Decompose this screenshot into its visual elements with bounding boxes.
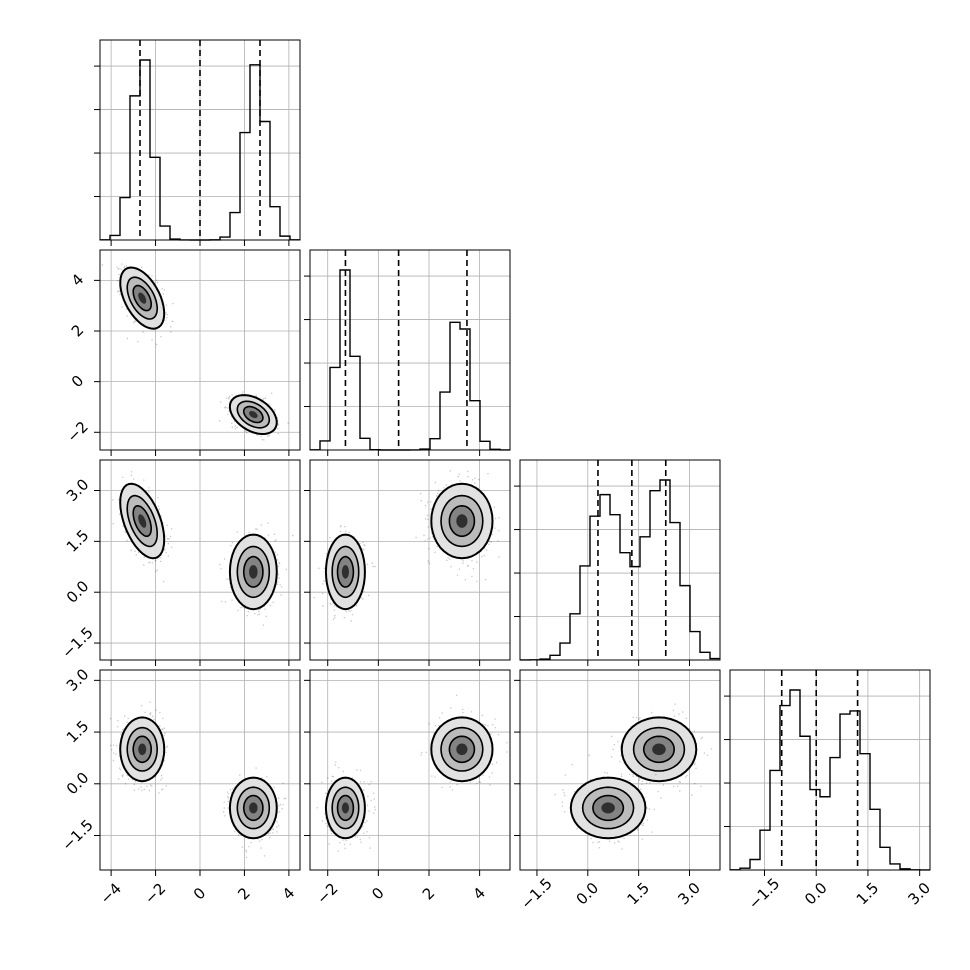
panel-frame [309,669,511,871]
y-tick-label: −1.5 [58,816,96,854]
y-tick-label: −1.5 [58,623,96,661]
hist-panel-0 [94,39,301,246]
hist-panel-3 [724,669,931,876]
density-contour [601,802,615,814]
x-tick-label: 0 [368,884,387,903]
y-tick-label: 0.0 [63,769,93,799]
x-tick-label: 0.0 [573,879,603,909]
y-tick-label: 1.5 [63,526,93,556]
x-tick-label: 4 [279,884,298,903]
y-tick-label: 4 [68,270,87,289]
x-tick-label: −2 [313,879,341,907]
x-tick-label: 3.0 [905,879,935,909]
hist-panel-2 [514,459,721,666]
density-contour [249,565,258,579]
scatter-content [101,263,289,441]
scatter-content [109,701,287,858]
scatter-content [313,470,500,622]
panel-frame [99,459,301,661]
density-contour [652,743,666,756]
density-contour [138,743,147,756]
panel-background [310,250,510,450]
scatter-content [112,471,294,626]
scatter-panel-3-0: −1.5 0.0 1.5 3.0 [58,665,301,876]
x-tick-label: 0 [190,884,209,903]
x-tick-label: −1.5 [745,874,783,912]
density-contour [341,802,349,814]
panel-frame [519,669,721,871]
x-tick-label: 0.0 [801,879,831,909]
panel-background [520,460,720,660]
hist-panel-1 [304,249,511,456]
scatter-panel-1-0: −2 0 2 4 [63,249,301,456]
panel-background [520,670,720,870]
density-contour [456,743,468,756]
y-tick-label: 3.0 [63,475,93,505]
scatter-panel-2-0: −1.5 0.0 1.5 3.0 [58,459,301,666]
x-tick-label: −4 [97,879,125,907]
x-tick-label: 1.5 [623,879,653,909]
x-tick-label: −1.5 [517,874,555,912]
scatter-panel-3-1 [304,669,511,876]
x-tick-label: 3.0 [674,879,704,909]
density-contour [341,565,349,579]
scatter-panel-3-2 [514,669,721,876]
x-tick-label: 4 [470,884,489,903]
x-tick-label: 2 [234,884,253,903]
histogram-step-line [520,479,720,661]
panel-frame [99,669,301,871]
x-tick-label: 1.5 [853,879,883,909]
histogram-step-line [730,689,930,871]
y-tick-label: 0 [68,372,87,391]
scatter-content [316,694,508,852]
panel-frame [99,39,301,241]
panel-frame [309,249,511,451]
density-contour [138,292,147,304]
panel-frame [519,459,721,661]
x-tick-label: −2 [141,879,169,907]
density-contour [249,411,258,419]
panel-frame [309,459,511,661]
density-contour [456,514,468,528]
panel-frame [99,249,301,451]
y-tick-label: 3.0 [63,665,93,695]
y-tick-label: 1.5 [63,717,93,747]
scatter-panel-2-1 [304,459,511,666]
density-contour [138,514,147,528]
scatter-points [219,522,294,626]
y-tick-label: 0.0 [63,577,93,607]
scatter-content [554,703,713,850]
x-tick-label: 2 [419,884,438,903]
y-tick-label: 2 [68,321,87,340]
density-contour [249,802,258,814]
y-tick-label: −2 [63,418,91,446]
panel-frame [729,669,931,871]
